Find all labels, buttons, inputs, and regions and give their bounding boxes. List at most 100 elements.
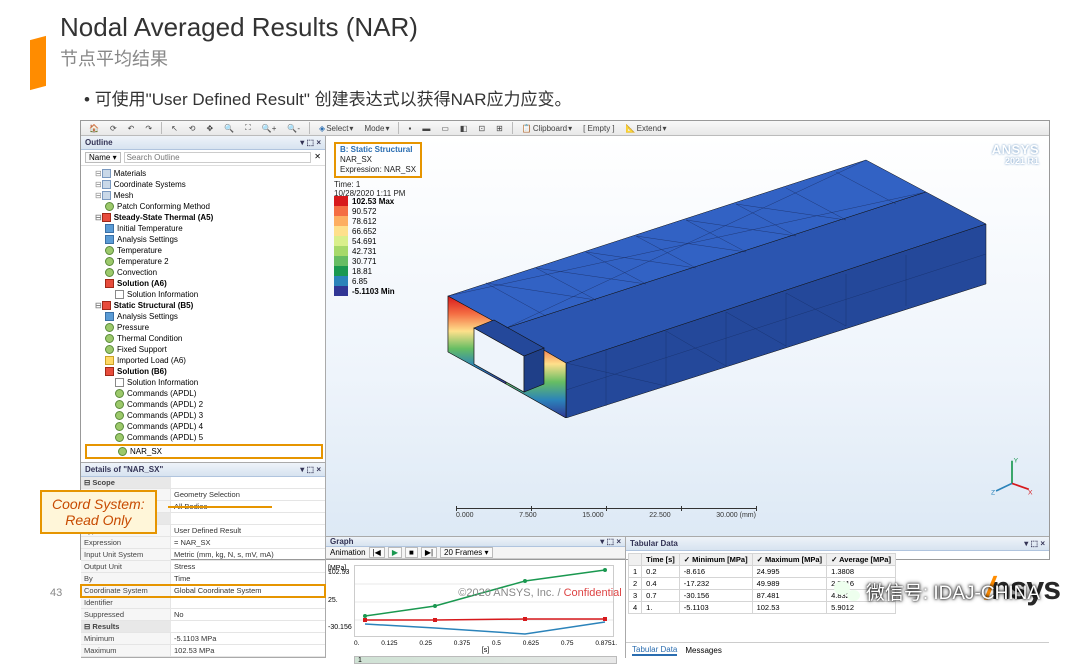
- animation-label: Animation: [330, 548, 366, 557]
- stop-icon[interactable]: ■: [405, 547, 418, 558]
- tree-item[interactable]: Thermal Condition: [85, 333, 323, 344]
- sel-body-icon[interactable]: ◧: [456, 122, 472, 135]
- svg-text:Y: Y: [1014, 457, 1019, 464]
- search-clear-icon[interactable]: ✕: [314, 152, 321, 163]
- tree-item[interactable]: Convection: [85, 267, 323, 278]
- coord-system-callout: Coord System: Read Only: [40, 490, 157, 534]
- wechat-watermark: 微信号: IDAJ-CHINA: [834, 578, 1040, 605]
- frames-dropdown[interactable]: 20 Frames ▾: [440, 547, 492, 558]
- graph-xlabel: [s]: [354, 647, 617, 654]
- legend-row: 42.731: [334, 246, 395, 256]
- play-next-icon[interactable]: ▶|: [421, 547, 437, 558]
- toolbar: 🏠 ⟳ ↶ ↷ ↖ ⟲ ✥ 🔍 ⛶ 🔍+ 🔍- ◈ Select ▾ Mode …: [81, 121, 1049, 136]
- graph-area: [MPa] 102.5325.-30.156 0.0.1250.250.3750…: [326, 559, 625, 668]
- redo-icon[interactable]: ↷: [141, 122, 156, 135]
- tree-item[interactable]: Temperature 2: [85, 256, 323, 267]
- select-menu[interactable]: ◈ Select ▾: [315, 122, 357, 135]
- details-row[interactable]: Output UnitStress: [81, 561, 325, 573]
- details-row[interactable]: Input Unit SystemMetric (mm, kg, N, s, m…: [81, 549, 325, 561]
- panel-controls-icon[interactable]: ▾ ⬚ ×: [300, 465, 321, 474]
- tree-item[interactable]: ⊟ Coordinate Systems: [85, 179, 323, 190]
- graph-pin-icon[interactable]: ▾ ⬚ ×: [600, 537, 621, 546]
- tree-item[interactable]: Commands (APDL) 4: [85, 421, 323, 432]
- zoom-out-icon[interactable]: 🔍-: [283, 122, 304, 135]
- wechat-icon: [834, 581, 860, 603]
- sel-elem-icon[interactable]: ⊞: [492, 122, 507, 135]
- tree-item[interactable]: ⊟ Static Structural (B5): [85, 300, 323, 311]
- cursor-icon[interactable]: ↖: [167, 122, 182, 135]
- ansys-version: 2021 R1: [1005, 156, 1039, 166]
- time-slider[interactable]: 1: [354, 656, 617, 664]
- panel-pin-icon[interactable]: ▾ ⬚ ×: [300, 138, 321, 147]
- extend-menu[interactable]: 📐 Extend ▾: [622, 122, 671, 135]
- tree-item[interactable]: Pressure: [85, 322, 323, 333]
- tree-item[interactable]: Commands (APDL) 2: [85, 399, 323, 410]
- tree-item[interactable]: ⊟ Mesh: [85, 190, 323, 201]
- details-row[interactable]: SuppressedNo: [81, 609, 325, 621]
- legend-row: 6.85: [334, 276, 395, 286]
- mode-menu[interactable]: Mode ▾: [360, 122, 393, 135]
- tree-item[interactable]: ⊟ Materials: [85, 168, 323, 179]
- tree-item[interactable]: Commands (APDL) 5: [85, 432, 323, 443]
- details-row[interactable]: Minimum-5.1103 MPa: [81, 633, 325, 645]
- sel-node-icon[interactable]: ⊡: [474, 122, 489, 135]
- contour-legend: 102.53 Max90.57278.61266.65254.69142.731…: [334, 196, 395, 296]
- details-header: Details of "NAR_SX" ▾ ⬚ ×: [81, 463, 325, 477]
- callout-connector: [168, 506, 272, 508]
- svg-text:X: X: [1028, 489, 1033, 496]
- page-number: 43: [50, 587, 62, 599]
- tree-item[interactable]: Imported Load (A6): [85, 355, 323, 366]
- tree-item[interactable]: Temperature: [85, 245, 323, 256]
- clipboard-empty: [ Empty ]: [579, 122, 619, 135]
- play-prev-icon[interactable]: |◀: [369, 547, 385, 558]
- undo-icon[interactable]: ↶: [124, 122, 139, 135]
- tree-item[interactable]: Analysis Settings: [85, 311, 323, 322]
- tree-item[interactable]: Solution (B6): [85, 366, 323, 377]
- details-row: ⊟ Scope: [81, 477, 325, 489]
- tree-item[interactable]: Solution Information: [85, 289, 323, 300]
- result-time: Time: 1: [334, 180, 422, 189]
- tree-item[interactable]: Analysis Settings: [85, 234, 323, 245]
- legend-row: 66.652: [334, 226, 395, 236]
- clipboard-menu[interactable]: 📋 Clipboard ▾: [518, 122, 576, 135]
- slide-subtitle: 节点平均结果: [60, 45, 1030, 71]
- tree-item[interactable]: Initial Temperature: [85, 223, 323, 234]
- legend-row: 78.612: [334, 216, 395, 226]
- tree-item[interactable]: Patch Conforming Method: [85, 201, 323, 212]
- sel-face-icon[interactable]: ▭: [437, 122, 453, 135]
- tree-item[interactable]: Solution Information: [85, 377, 323, 388]
- graph-header: Graph▾ ⬚ ×: [326, 537, 625, 547]
- tree-item[interactable]: NAR_SX: [88, 446, 320, 457]
- svg-text:Z: Z: [991, 489, 995, 496]
- legend-row: -5.1103 Min: [334, 286, 395, 296]
- tree-item[interactable]: ⊟ Steady-State Thermal (A5): [85, 212, 323, 223]
- 3d-viewport[interactable]: B: Static Structural NAR_SX Expression: …: [326, 136, 1049, 536]
- zoom-icon[interactable]: 🔍: [220, 122, 238, 135]
- details-row[interactable]: Expression= NAR_SX: [81, 537, 325, 549]
- details-row[interactable]: ByTime: [81, 573, 325, 585]
- tree-item[interactable]: Solution (A6): [85, 278, 323, 289]
- tab-messages[interactable]: Messages: [685, 646, 721, 655]
- ansys-app-window: 🏠 ⟳ ↶ ↷ ↖ ⟲ ✥ 🔍 ⛶ 🔍+ 🔍- ◈ Select ▾ Mode …: [80, 120, 1050, 560]
- rotate-icon[interactable]: ⟲: [185, 122, 200, 135]
- zoom-in-icon[interactable]: 🔍+: [258, 122, 281, 135]
- sel-point-icon[interactable]: ▪: [404, 122, 415, 135]
- tree-item[interactable]: Commands (APDL) 3: [85, 410, 323, 421]
- tabular-pin-icon[interactable]: ▾ ⬚ ×: [1024, 539, 1045, 548]
- tab-tabular-data[interactable]: Tabular Data: [632, 645, 677, 656]
- outline-tree[interactable]: ⊟ Materials⊟ Coordinate Systems⊟ Mesh Pa…: [81, 166, 325, 462]
- tree-item[interactable]: Fixed Support: [85, 344, 323, 355]
- outline-name-dropdown[interactable]: Name ▾: [85, 152, 121, 163]
- play-icon[interactable]: ▶: [388, 547, 402, 558]
- graph-toolbar: Animation |◀ ▶ ■ ▶| 20 Frames ▾: [326, 547, 625, 559]
- outline-search-input[interactable]: [124, 152, 312, 163]
- refresh-icon[interactable]: ⟳: [106, 122, 121, 135]
- slide-title: Nodal Averaged Results (NAR): [60, 12, 1030, 43]
- zoom-fit-icon[interactable]: ⛶: [241, 121, 255, 135]
- pan-icon[interactable]: ✥: [202, 122, 217, 135]
- tree-item[interactable]: Commands (APDL): [85, 388, 323, 399]
- home-icon[interactable]: 🏠: [85, 122, 103, 135]
- sel-edge-icon[interactable]: ▬: [418, 122, 434, 135]
- tabular-tabs: Tabular Data Messages: [626, 642, 1049, 658]
- details-row[interactable]: Maximum102.53 MPa: [81, 645, 325, 657]
